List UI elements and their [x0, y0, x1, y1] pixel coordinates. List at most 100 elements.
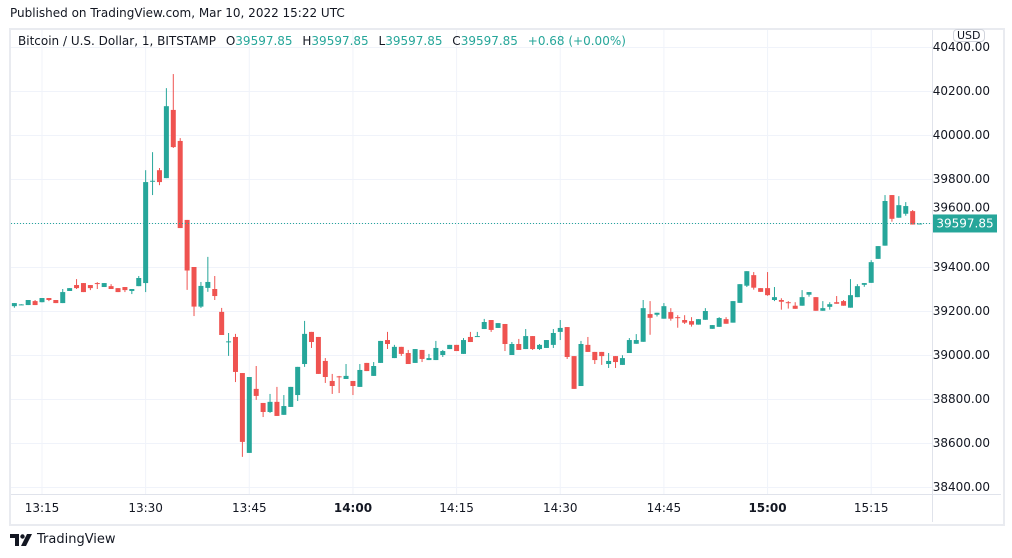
candle-up	[205, 256, 211, 292]
candle-body	[101, 283, 107, 288]
candle-body	[184, 219, 190, 271]
candle-body	[260, 402, 266, 412]
candle-down	[232, 333, 238, 383]
candle-up	[302, 320, 308, 367]
candle-down	[889, 195, 895, 222]
candle-up	[633, 334, 639, 344]
candle-body	[226, 341, 232, 343]
candle-down	[239, 373, 245, 457]
candle-body	[129, 289, 135, 291]
candle-body	[419, 349, 425, 359]
candle-body	[60, 292, 66, 304]
candle-body	[467, 336, 473, 343]
candle-down	[108, 284, 114, 289]
candle-up	[246, 377, 252, 453]
candle-down	[308, 331, 314, 348]
candle-down	[530, 336, 536, 350]
candle-up	[578, 340, 584, 387]
candle-body	[163, 106, 169, 179]
candle-up	[799, 290, 805, 306]
candle-body	[281, 406, 287, 415]
candle-body	[378, 340, 384, 363]
candle-body	[115, 288, 121, 293]
candle-down	[336, 375, 342, 394]
candle-body	[702, 311, 708, 320]
candle-up	[267, 393, 273, 413]
candle-down	[689, 317, 695, 327]
candle-down	[329, 373, 335, 394]
candle-body	[267, 401, 273, 412]
chart-frame	[9, 28, 1005, 526]
candle-down	[350, 380, 356, 396]
candle-body	[654, 312, 660, 315]
price-tick-label: 38800.00	[933, 392, 990, 406]
candle-down	[467, 331, 473, 343]
candle-down	[419, 349, 425, 363]
candle-down	[592, 351, 598, 365]
candle-up	[343, 364, 349, 379]
candle-down	[834, 296, 840, 304]
candle-body	[191, 267, 197, 307]
price-axis[interactable]: 40400.00 40200.00 40000.00 39800.00 39600.00…	[933, 40, 990, 494]
candle-up	[626, 338, 632, 354]
candle-body	[792, 305, 798, 309]
candle-down	[599, 351, 605, 365]
candle-body	[675, 317, 681, 319]
candle-body	[723, 319, 729, 324]
candle-body	[523, 336, 529, 350]
candle-body	[302, 333, 308, 365]
candle-body	[668, 312, 674, 319]
candle-body	[412, 349, 418, 363]
candle-down	[723, 317, 729, 324]
candle-body	[785, 302, 791, 304]
candle-body	[53, 300, 59, 304]
candle-body	[834, 302, 840, 304]
candle-up	[426, 353, 432, 361]
candle-down	[765, 272, 771, 296]
candle-body	[910, 211, 916, 225]
candle-up	[25, 300, 31, 306]
candle-down	[322, 358, 328, 383]
candle-up	[744, 271, 750, 288]
candle-down	[32, 300, 38, 306]
time-tick-label: 14:00	[334, 501, 372, 515]
price-tick-label: 39200.00	[933, 304, 990, 318]
candle-body	[751, 275, 757, 288]
candle-down	[758, 288, 764, 292]
candle-body	[398, 346, 404, 354]
time-tick-label: 14:30	[543, 501, 578, 515]
price-tick-label: 40200.00	[933, 84, 990, 98]
symbol-title[interactable]: Bitcoin / U.S. Dollar, 1, BITSTAMP	[18, 34, 217, 48]
candle-body	[875, 246, 881, 259]
candle-down	[184, 219, 190, 290]
time-axis[interactable]: 13:15 13:30 13:45 14:00 14:15 14:30 14:45 15:00…	[25, 501, 889, 515]
currency-button[interactable]: USD	[953, 29, 985, 42]
footer-brand[interactable]: TradingView	[10, 532, 116, 547]
candle-up	[537, 344, 543, 350]
candle-down	[813, 297, 819, 311]
candle-body	[799, 297, 805, 306]
candle-down	[910, 210, 916, 225]
candle-down	[792, 302, 798, 309]
candle-body	[730, 301, 736, 323]
candle-body	[661, 306, 667, 319]
change-value: +0.68 (+0.00%)	[527, 34, 626, 48]
candle-body	[841, 301, 847, 306]
candle-body	[813, 297, 819, 311]
candle-body	[246, 377, 252, 453]
candle-body	[156, 170, 162, 183]
candle-body	[633, 340, 639, 344]
candle-body	[543, 340, 549, 348]
candle-up	[18, 304, 24, 306]
candle-up	[550, 329, 556, 348]
candle-body	[647, 314, 653, 318]
time-tick-label: 13:30	[128, 501, 163, 515]
candle-body	[87, 285, 93, 289]
candle-body	[550, 333, 556, 345]
candle-up	[654, 312, 660, 317]
candle-up	[882, 195, 888, 246]
candle-up	[903, 202, 909, 216]
candle-down	[385, 331, 390, 350]
candle-down	[274, 386, 280, 416]
